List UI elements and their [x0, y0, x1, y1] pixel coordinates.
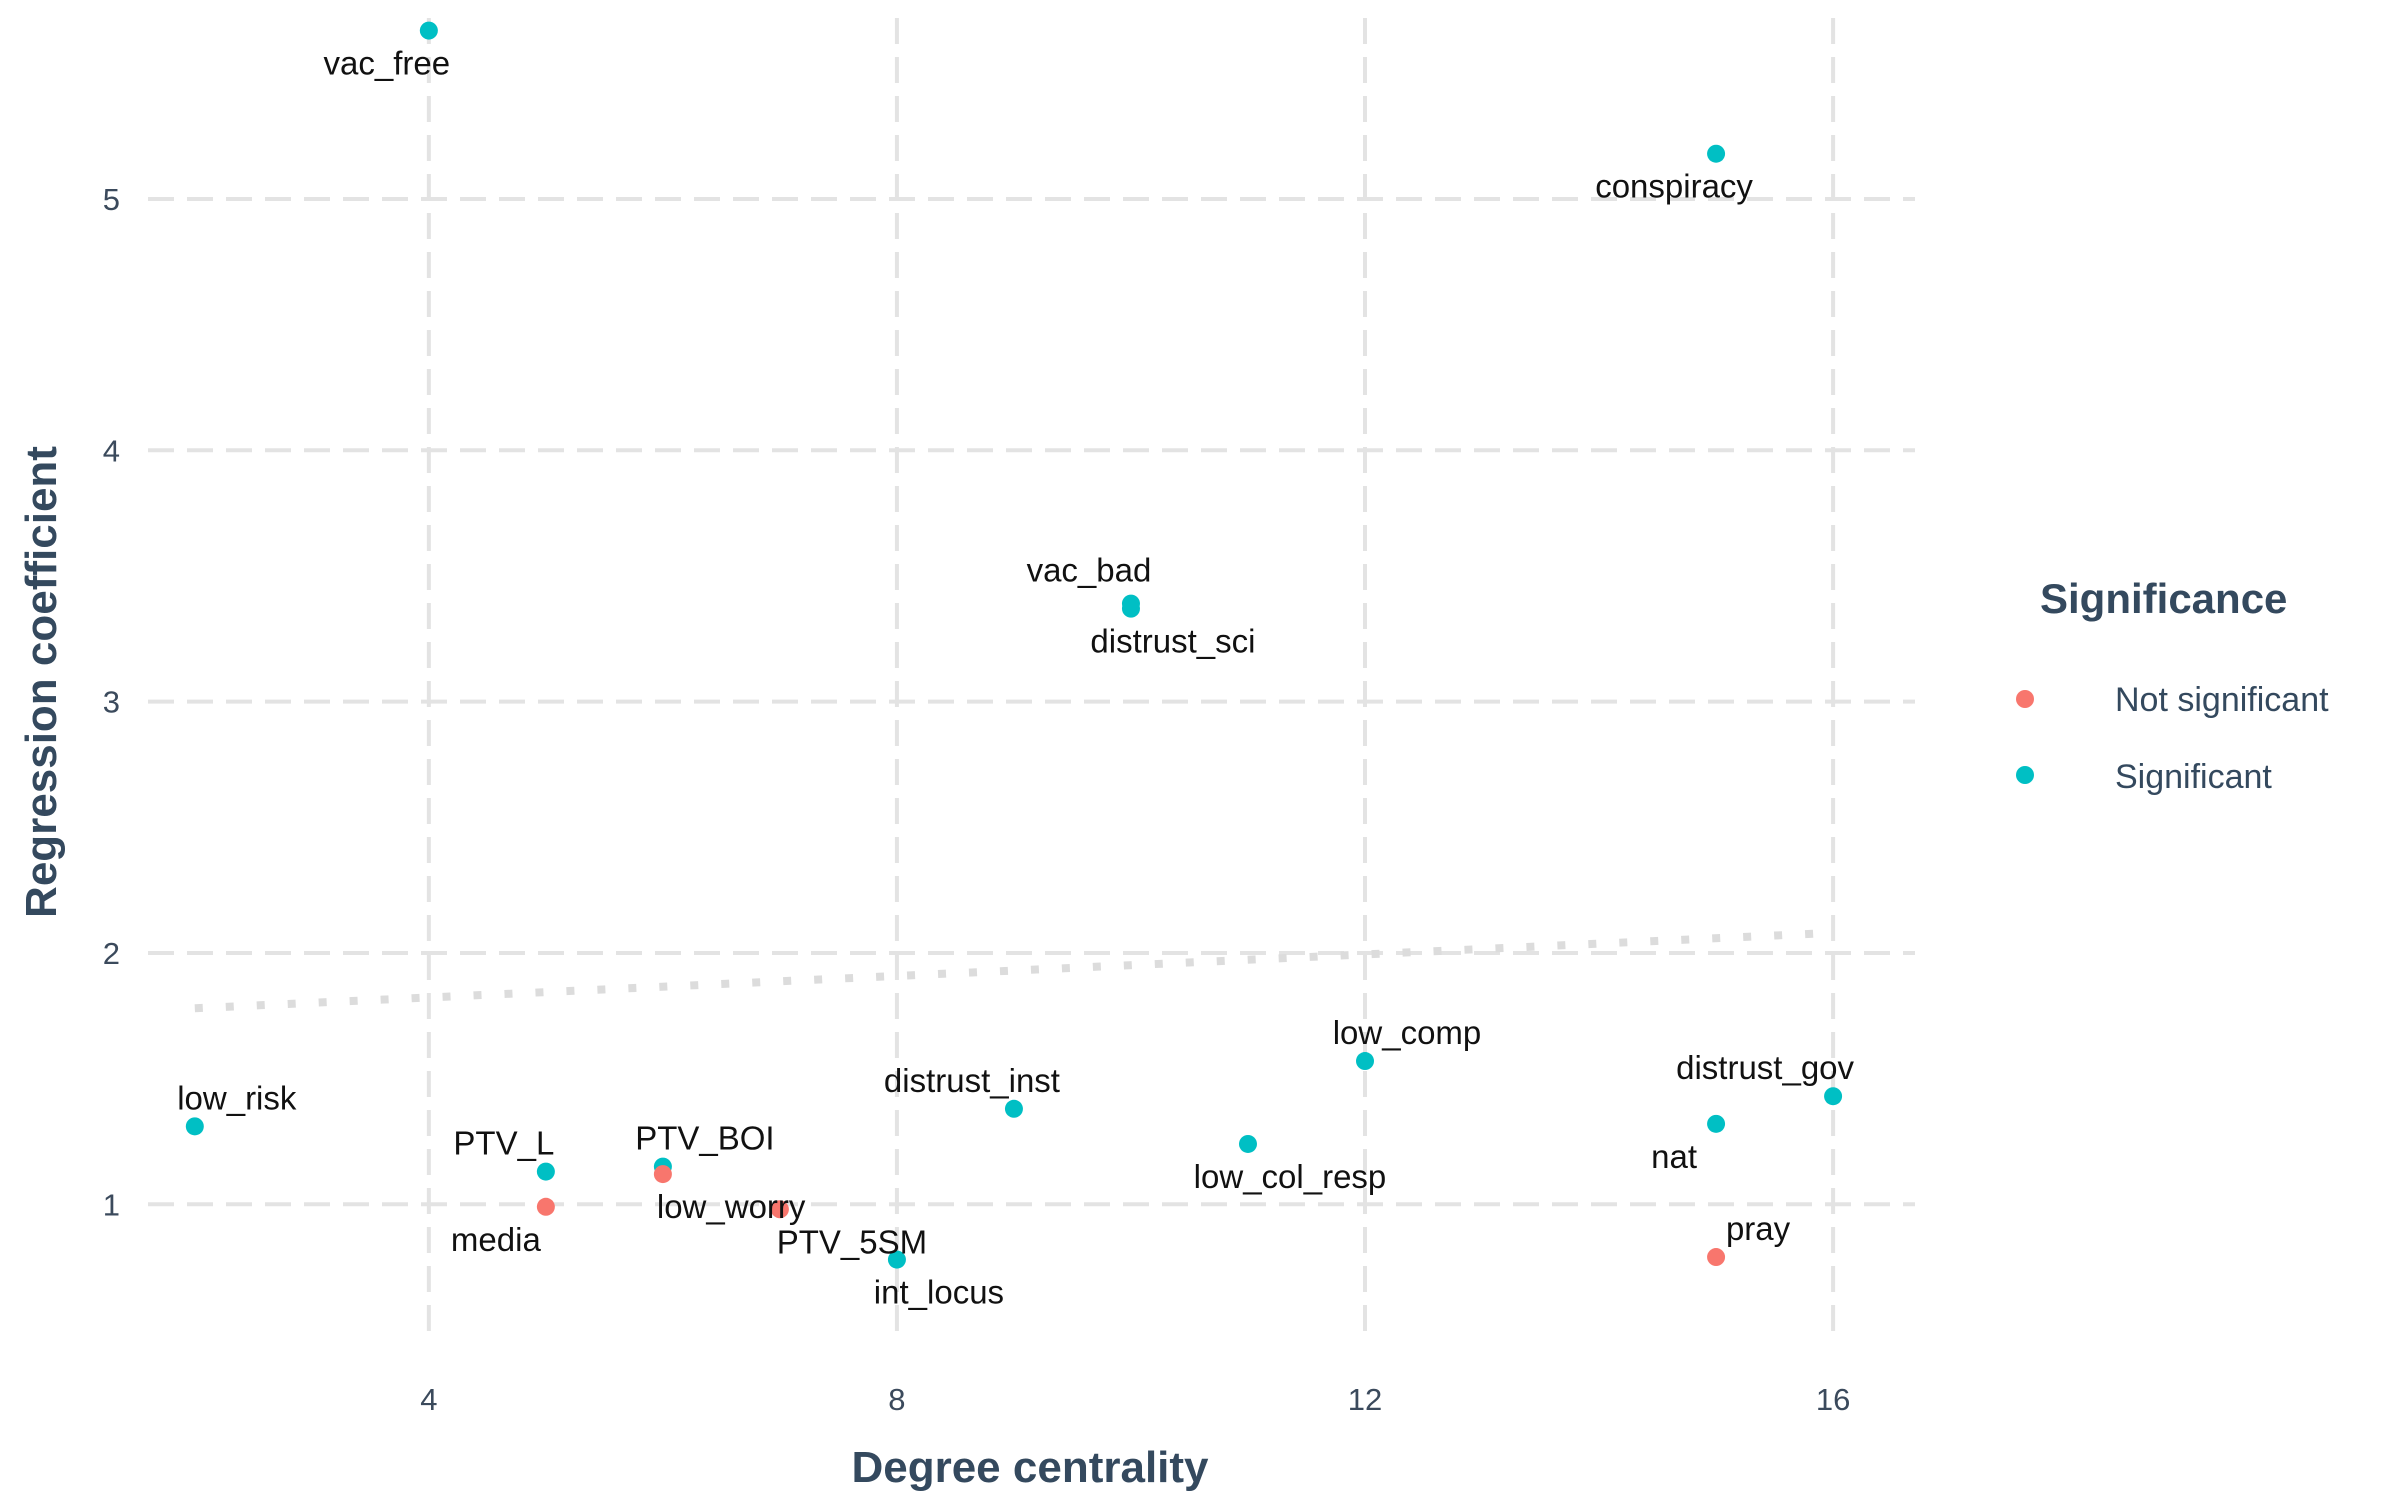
legend: Significance Not significant Significant: [2016, 575, 2329, 796]
point-label-vac_bad: vac_bad: [1027, 552, 1152, 589]
point-vac_free: [419, 21, 438, 40]
x-tick-label-8: 8: [888, 1382, 905, 1417]
point-label-media: media: [451, 1221, 542, 1258]
x-axis-title: Degree centrality: [851, 1443, 1209, 1492]
point-label-low_comp: low_comp: [1333, 1014, 1482, 1051]
point-label-nat: nat: [1651, 1138, 1697, 1175]
point-label-low_col_resp: low_col_resp: [1194, 1158, 1387, 1195]
point-low_comp: [1356, 1052, 1375, 1071]
x-tick-label-12: 12: [1348, 1382, 1382, 1417]
y-tick-label-5: 5: [103, 182, 120, 217]
point-label-PTV_L: PTV_L: [453, 1125, 554, 1162]
point-label-vac_free: vac_free: [324, 45, 451, 82]
trend-line-group: [194, 928, 1834, 1013]
y-tick-label-4: 4: [103, 433, 120, 468]
point-PTV_5SM: [770, 1200, 789, 1219]
grid: [148, 18, 1915, 1340]
y-tick-label-1: 1: [103, 1187, 120, 1222]
point-label-low_risk: low_risk: [177, 1079, 297, 1116]
point-int_locus: [887, 1250, 906, 1269]
y-tick-label-2: 2: [103, 936, 120, 971]
point-labels-group: vac_free conspiracy vac_bad distrust_scilow…: [177, 45, 1854, 1311]
y-tick-label-3: 3: [103, 685, 120, 720]
point-media: [536, 1197, 555, 1216]
x-tick-label-16: 16: [1816, 1382, 1850, 1417]
legend-swatch-not-significant: [2016, 690, 2034, 708]
legend-title: Significance: [2040, 575, 2287, 622]
point-label-PTV_5SM: PTV_5SM: [777, 1223, 927, 1260]
point-conspiracy: [1707, 144, 1726, 163]
point-nat: [1707, 1114, 1726, 1133]
x-tick-label-4: 4: [420, 1382, 437, 1417]
point-low_risk: [185, 1117, 204, 1136]
point-label-distrust_sci: distrust_sci: [1090, 623, 1255, 660]
point-label-PTV_BOI: PTV_BOI: [635, 1120, 774, 1157]
points-group: [185, 21, 1843, 1269]
point-distrust_gov: [1824, 1087, 1843, 1106]
point-label-pray: pray: [1726, 1210, 1791, 1247]
point-label-conspiracy: conspiracy: [1595, 168, 1753, 205]
trend-line: [194, 928, 1834, 1013]
point-low_worry: [653, 1165, 672, 1184]
point-pray: [1707, 1248, 1726, 1267]
point-low_col_resp: [1238, 1134, 1257, 1153]
legend-label-not-significant: Not significant: [2115, 681, 2329, 719]
legend-swatch-significant: [2016, 766, 2034, 784]
point-PTV_L: [536, 1162, 555, 1181]
x-axis-ticks: 4 8 12 16: [420, 1382, 1850, 1417]
point-distrust_sci: [1121, 599, 1140, 618]
legend-label-significant: Significant: [2115, 758, 2272, 796]
point-label-int_locus: int_locus: [874, 1274, 1004, 1311]
y-axis-ticks: 1 2 3 4 5: [103, 182, 120, 1222]
point-label-distrust_gov: distrust_gov: [1676, 1049, 1854, 1086]
point-label-low_worry: low_worry: [657, 1188, 806, 1225]
y-axis-title: Regression coefficient: [17, 446, 66, 918]
point-distrust_inst: [1004, 1099, 1023, 1118]
point-label-distrust_inst: distrust_inst: [884, 1062, 1060, 1099]
